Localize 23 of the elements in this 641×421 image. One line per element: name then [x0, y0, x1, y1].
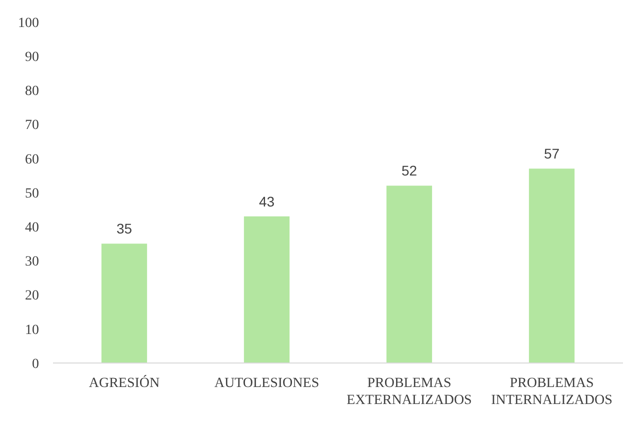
x-tick-label: PROBLEMAS EXTERNALIZADOS: [346, 376, 472, 408]
y-tick-label: 10: [25, 322, 39, 338]
y-tick-label: 50: [25, 186, 39, 202]
y-tick-label: 100: [18, 16, 39, 31]
y-tick-label: 80: [25, 84, 39, 100]
y-tick-label: 60: [25, 152, 39, 168]
x-tick-label: PROBLEMAS INTERNALIZADOS: [491, 376, 612, 408]
y-tick-label: 70: [25, 118, 39, 134]
y-tick-label: 40: [25, 220, 39, 236]
bar: [386, 186, 432, 363]
x-tick-label: AUTOLESIONES: [214, 376, 320, 391]
y-tick-label: 20: [25, 288, 39, 304]
y-tick-label: 90: [25, 50, 39, 65]
x-tick-label: AGRESIÓN: [88, 374, 160, 391]
bar: [101, 244, 148, 363]
bar: [244, 216, 290, 363]
y-tick-label: 30: [25, 254, 39, 270]
data-label: 57: [544, 146, 560, 162]
y-tick-label: 0: [32, 356, 39, 372]
data-label: 35: [116, 220, 132, 237]
data-label: 52: [401, 162, 418, 179]
bar: [528, 168, 575, 363]
data-label: 43: [258, 193, 275, 210]
